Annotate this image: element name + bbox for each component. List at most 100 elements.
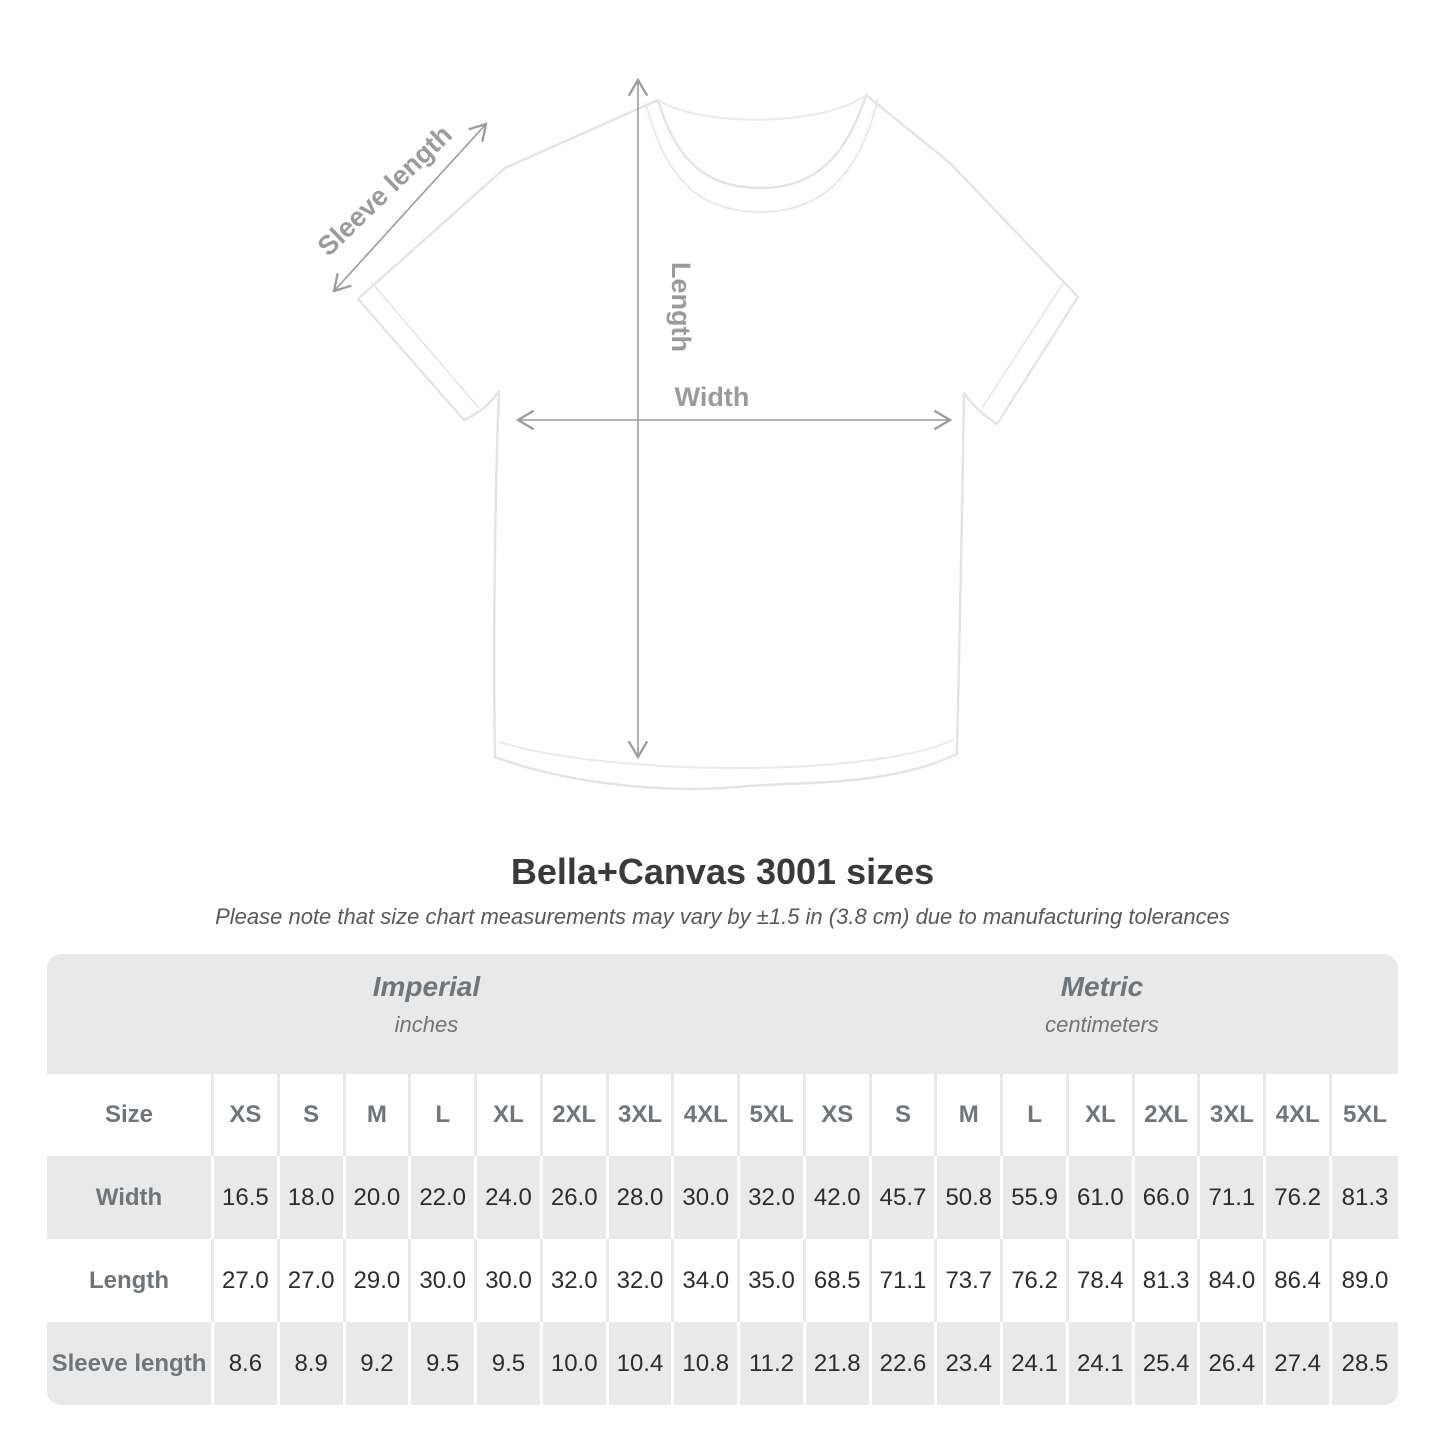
section-name: Imperial [372,971,481,1002]
metric-value-cell: 21.8 [805,1322,872,1405]
size-col-header-4xl: 4XL [1266,1074,1333,1156]
metric-value-cell: 61.0 [1068,1156,1135,1239]
section-unit: centimeters [1045,1012,1159,1037]
length-label: Length [666,262,696,352]
table-row-sleeve-length: Sleeve length 8.6 8.9 9.2 9.5 9.5 10.0 10.4 10.8… [47,1322,1398,1405]
imperial-value-cell: 11.2 [740,1322,806,1405]
imperial-value-cell: 29.0 [345,1239,412,1322]
metric-value-cell: 71.1 [1200,1156,1267,1239]
metric-value-cell: 27.4 [1266,1322,1333,1405]
row-label: Length [47,1239,214,1322]
section-header-imperial: Imperial inches [47,954,806,1074]
size-col-header-s: S [279,1074,346,1156]
right-sleeve-cuff-seam [981,281,1065,409]
sleeve-length-arrow [332,122,488,293]
imperial-value-cell: 20.0 [345,1156,412,1239]
size-col-header-3xl: 3XL [608,1074,675,1156]
size-col-header-5xl: 5XL [740,1074,806,1156]
size-col-header-2xl: 2XL [542,1074,609,1156]
imperial-value-cell: 9.5 [411,1322,478,1405]
size-col-header-4xl: 4XL [674,1074,741,1156]
section-header-metric: Metric centimeters [805,954,1398,1074]
metric-value-cell: 25.4 [1134,1322,1201,1405]
size-col-header-3xl: 3XL [1200,1074,1267,1156]
imperial-value-cell: 30.0 [477,1239,543,1322]
metric-value-cell: 81.3 [1332,1156,1398,1239]
size-col-header-xl: XL [477,1074,543,1156]
tshirt-measurement-diagram: Sleeve length Length Width [312,77,1080,791]
metric-value-cell: 73.7 [937,1239,1004,1322]
imperial-value-cell: 27.0 [214,1239,280,1322]
size-col-header-l: L [411,1074,478,1156]
imperial-value-cell: 18.0 [279,1156,346,1239]
size-col-header-5xl: 5XL [1332,1074,1398,1156]
metric-value-cell: 86.4 [1266,1239,1333,1322]
imperial-value-cell: 24.0 [477,1156,543,1239]
metric-value-cell: 24.1 [1068,1322,1135,1405]
row-label: Width [47,1156,214,1239]
page-title: Bella+Canvas 3001 sizes [510,851,935,892]
metric-value-cell: 84.0 [1200,1239,1267,1322]
metric-value-cell: 89.0 [1332,1239,1398,1322]
imperial-value-cell: 32.0 [608,1239,675,1322]
imperial-value-cell: 32.0 [740,1156,806,1239]
imperial-value-cell: 10.4 [608,1322,675,1405]
metric-value-cell: 24.1 [1003,1322,1069,1405]
metric-value-cell: 50.8 [937,1156,1004,1239]
size-col-header-l: L [1003,1074,1069,1156]
row-label: Sleeve length [47,1322,214,1405]
imperial-value-cell: 22.0 [411,1156,478,1239]
table-row-length: Length 27.0 27.0 29.0 30.0 30.0 32.0 32.0 34.0 35… [47,1239,1398,1322]
imperial-value-cell: 34.0 [674,1239,741,1322]
size-col-header-m: M [937,1074,1004,1156]
size-col-header-2xl: 2XL [1134,1074,1201,1156]
collar-back-edge [657,94,867,121]
metric-value-cell: 68.5 [805,1239,872,1322]
size-col-header-s: S [871,1074,938,1156]
size-col-header-xl: XL [1068,1074,1135,1156]
width-label: Width [675,382,750,412]
metric-value-cell: 23.4 [937,1322,1004,1405]
imperial-value-cell: 16.5 [214,1156,280,1239]
section-name: Metric [1060,971,1144,1002]
size-table: Imperial inches Metric centimeters Size XS S M L… [47,954,1398,1405]
tshirt-diagram-svg: Sleeve length Length Width [312,77,1080,791]
imperial-value-cell: 27.0 [279,1239,346,1322]
metric-value-cell: 45.7 [871,1156,938,1239]
collar-seam [645,98,879,214]
metric-value-cell: 81.3 [1134,1239,1201,1322]
metric-value-cell: 78.4 [1068,1239,1135,1322]
size-col-header-m: M [345,1074,412,1156]
metric-value-cell: 26.4 [1200,1322,1267,1405]
tshirt-image [356,93,1080,791]
imperial-value-cell: 9.5 [477,1322,543,1405]
metric-value-cell: 76.2 [1266,1156,1333,1239]
metric-value-cell: 28.5 [1332,1322,1398,1405]
left-sleeve-cuff-seam [371,282,479,408]
imperial-value-cell: 10.0 [542,1322,609,1405]
imperial-value-cell: 26.0 [542,1156,609,1239]
size-chart-table: Imperial inches Metric centimeters Size XS S M L… [47,954,1398,1405]
imperial-value-cell: 30.0 [411,1239,478,1322]
metric-value-cell: 71.1 [871,1239,938,1322]
bottom-hem-seam [498,739,954,769]
size-col-header-xs: XS [805,1074,872,1156]
imperial-value-cell: 32.0 [542,1239,609,1322]
tolerance-note: Please note that size chart measurements… [215,904,1230,929]
section-unit: inches [394,1012,459,1037]
metric-value-cell: 76.2 [1003,1239,1069,1322]
table-row-width: Width 16.5 18.0 20.0 22.0 24.0 26.0 28.0 30.0 32.… [47,1156,1398,1239]
imperial-value-cell: 8.9 [279,1322,346,1405]
imperial-value-cell: 30.0 [674,1156,741,1239]
imperial-value-cell: 9.2 [345,1322,412,1405]
metric-value-cell: 42.0 [805,1156,872,1239]
metric-value-cell: 22.6 [871,1322,938,1405]
metric-value-cell: 66.0 [1134,1156,1201,1239]
metric-value-cell: 55.9 [1003,1156,1069,1239]
size-col-header-xs: XS [214,1074,280,1156]
imperial-value-cell: 28.0 [608,1156,675,1239]
imperial-value-cell: 8.6 [214,1322,280,1405]
size-corner-header: Size [47,1074,214,1156]
imperial-value-cell: 10.8 [674,1322,741,1405]
